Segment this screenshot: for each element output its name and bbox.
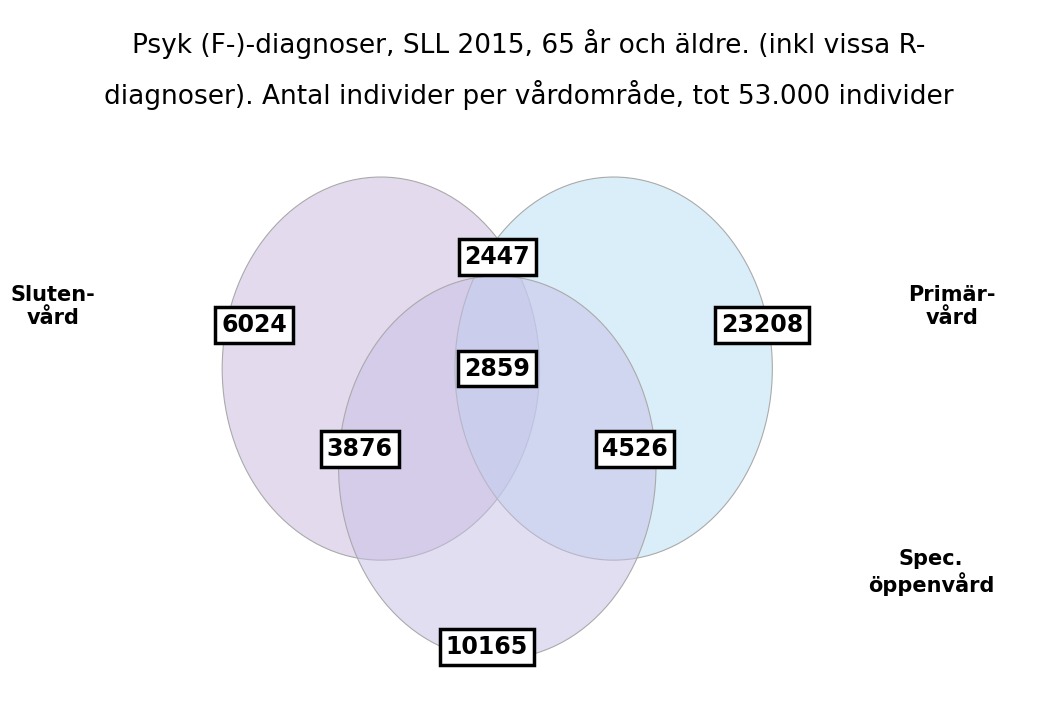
Text: 4526: 4526 [602, 437, 668, 461]
Ellipse shape [455, 177, 772, 561]
Text: Psyk (F-)-diagnoser, SLL 2015, 65 år och äldre. (inkl vissa R-: Psyk (F-)-diagnoser, SLL 2015, 65 år och… [132, 28, 926, 59]
Text: 10165: 10165 [445, 635, 528, 659]
Ellipse shape [222, 177, 540, 561]
Text: 2859: 2859 [464, 356, 530, 381]
Text: Spec.
öppenvård: Spec. öppenvård [868, 549, 995, 596]
Text: Sluten-
vård: Sluten- vård [11, 285, 95, 329]
Text: 23208: 23208 [720, 313, 803, 337]
Text: Primär-
vård: Primär- vård [909, 285, 996, 329]
Text: 2447: 2447 [464, 245, 530, 270]
Text: diagnoser). Antal individer per vårdområde, tot 53.000 individer: diagnoser). Antal individer per vårdområ… [104, 79, 954, 110]
Text: 3876: 3876 [327, 437, 393, 461]
Ellipse shape [339, 276, 656, 659]
Text: 6024: 6024 [221, 313, 287, 337]
